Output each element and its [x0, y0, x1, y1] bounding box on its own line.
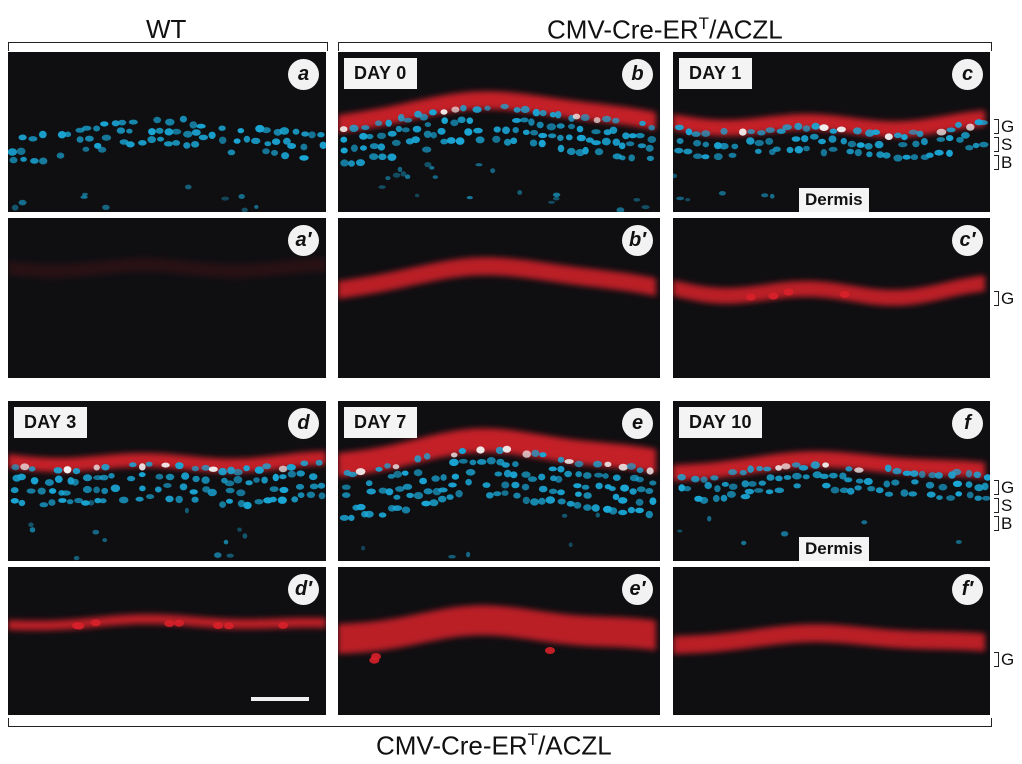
scale-bar [251, 697, 309, 701]
panel-f-prime: f′ [673, 567, 990, 715]
panel-d: DAY 3 d [8, 401, 326, 561]
panel-letter: b′ [622, 225, 653, 256]
panel-a-prime: a′ [8, 218, 326, 378]
day-label: DAY 1 [679, 58, 752, 89]
panel-d-prime: d′ [8, 567, 326, 715]
panel-e-image [338, 428, 657, 559]
panel-letter: f′ [952, 574, 983, 605]
panel-b: DAY 0 b [338, 52, 660, 212]
panel-e: DAY 7 e [338, 401, 660, 561]
panel-letter: c [952, 59, 983, 90]
panel-f: DAY 10 f Dermis [673, 401, 990, 561]
panel-c-prime-image [673, 275, 985, 306]
panel-c: DAY 1 c Dermis [673, 52, 990, 212]
panel-b-prime-image [338, 257, 656, 299]
panel-b-image [338, 91, 657, 212]
transgenic-header-bottom: CMV-Cre-ERT/ACZL [376, 730, 612, 761]
layer-labels-row3: G S B [994, 478, 1014, 533]
day-label: DAY 7 [344, 407, 417, 438]
layer-label-g-row2: G [994, 289, 1014, 308]
panel-letter: c′ [952, 225, 983, 256]
panel-e-prime: e′ [338, 567, 660, 715]
panel-letter: a′ [288, 225, 319, 256]
panel-f-image [673, 451, 990, 561]
panel-letter: e′ [622, 574, 653, 605]
panel-a: a [8, 52, 326, 212]
panel-c-prime: c′ [673, 218, 990, 378]
panel-letter: a [288, 59, 319, 90]
panel-d-prime-image [8, 614, 326, 631]
panel-e-prime-image [338, 605, 656, 664]
dermis-label: Dermis [799, 188, 869, 212]
panel-d-image [8, 451, 326, 561]
transgenic-bracket-top [338, 42, 992, 51]
panel-c-image [673, 110, 989, 210]
wt-header: WT [146, 14, 187, 44]
layer-labels-top: G S B [994, 117, 1014, 172]
layer-label-g-row4: G [994, 650, 1014, 669]
wt-bracket [8, 42, 328, 51]
panel-letter: b [622, 59, 653, 90]
dermis-label: Dermis [799, 537, 869, 561]
panel-f-prime-image [673, 624, 985, 654]
panel-letter: d′ [288, 574, 319, 605]
panel-a-prime-image [8, 258, 326, 278]
transgenic-header-top: CMV-Cre-ERT/ACZL [547, 14, 783, 45]
transgenic-bracket-bottom [8, 718, 992, 727]
panel-letter: f [952, 408, 983, 439]
day-label: DAY 0 [344, 58, 417, 89]
panel-letter: e [622, 408, 653, 439]
panel-letter: d [288, 408, 319, 439]
day-label: DAY 10 [679, 407, 762, 438]
panel-b-prime: b′ [338, 218, 660, 378]
panel-a-image [8, 115, 326, 212]
day-label: DAY 3 [14, 407, 87, 438]
